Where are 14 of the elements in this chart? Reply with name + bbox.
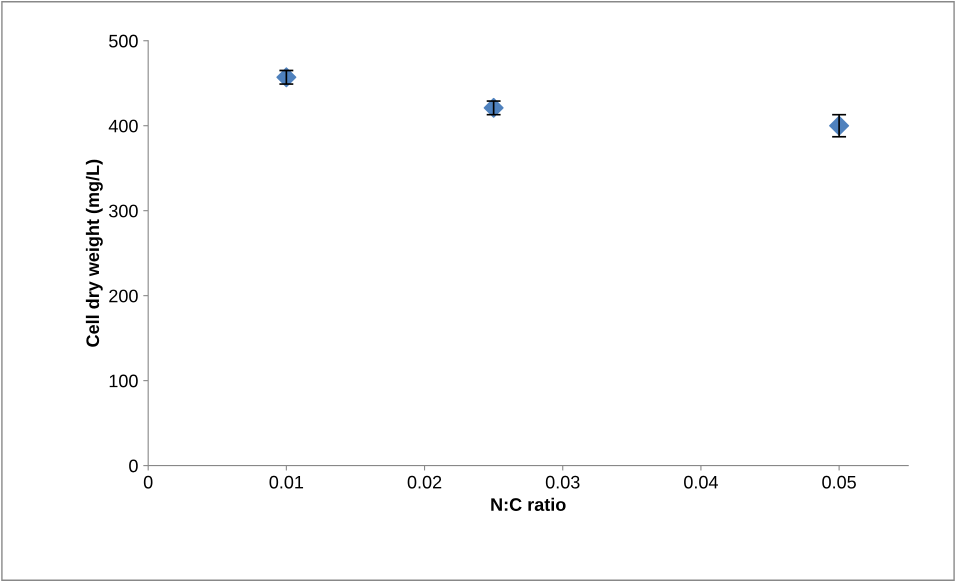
y-tick-label: 300 <box>109 204 138 218</box>
y-tick-label: 100 <box>110 374 138 388</box>
x-tick-label: 0.05 <box>822 476 856 489</box>
x-tick-label: 0.04 <box>684 476 718 489</box>
x-tick-label: 0.03 <box>546 476 580 489</box>
x-tick-label: 0.01 <box>270 476 304 489</box>
y-tick-label: 0 <box>129 460 138 472</box>
x-tick-label: 0 <box>144 476 152 489</box>
y-tick-label: 500 <box>109 34 138 48</box>
y-tick-label: 200 <box>109 290 138 302</box>
y-axis-title: Cell dry weight (mg/L) <box>86 160 103 347</box>
y-tick-label: 400 <box>108 120 138 132</box>
x-tick-label: 0.02 <box>408 476 442 489</box>
x-axis-title: N:C ratio <box>491 498 566 511</box>
